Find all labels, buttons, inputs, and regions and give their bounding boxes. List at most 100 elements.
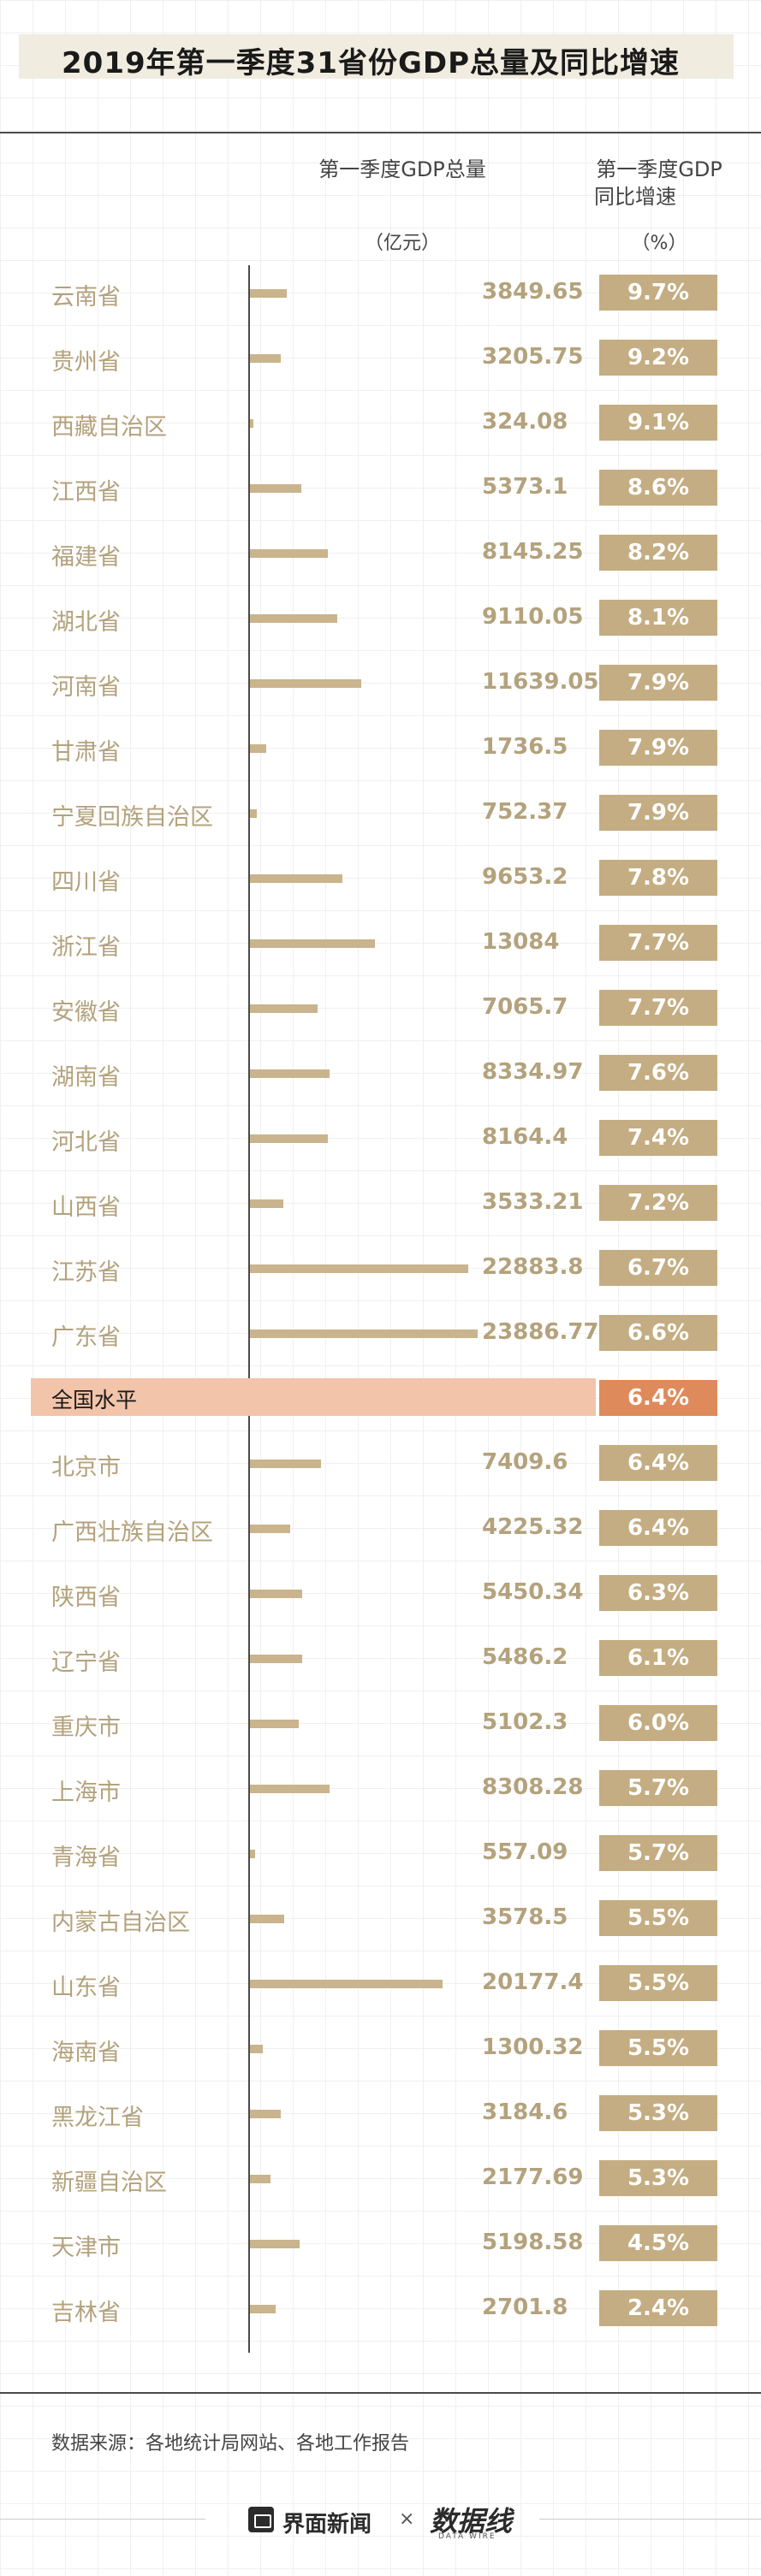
data-source-note: 数据来源：各地统计局网站、各地工作报告 — [51, 2433, 410, 2455]
gdp-value-label: 7409.6 — [482, 1449, 568, 1475]
gdp-bar — [250, 2045, 263, 2053]
region-label: 贵州省 — [51, 349, 121, 376]
growth-rate-badge: 6.6% — [599, 1315, 717, 1351]
gdp-bar — [250, 2305, 276, 2313]
rate-unit-label: （%） — [631, 233, 687, 254]
gdp-bar — [250, 1264, 469, 1273]
growth-rate-badge: 9.7% — [599, 275, 717, 311]
province-row: 天津市 5198.58 4.5% — [0, 2212, 761, 2277]
gdp-value-label: 3205.75 — [482, 344, 584, 370]
gdp-bar — [250, 1525, 291, 1533]
province-row: 甘肃省 1736.5 7.9% — [0, 716, 761, 781]
growth-rate-badge: 7.6% — [599, 1055, 717, 1091]
gdp-bar — [250, 1004, 318, 1013]
region-label: 云南省 — [51, 284, 121, 311]
gdp-value-label: 752.37 — [482, 799, 568, 825]
province-row: 河南省 11639.05 7.9% — [0, 651, 761, 716]
province-row: 广东省 23886.77 6.6% — [0, 1301, 761, 1366]
region-label: 吉林省 — [51, 2300, 121, 2326]
growth-rate-badge: 7.8% — [599, 860, 717, 896]
province-row: 吉林省 2701.8 2.4% — [0, 2277, 761, 2342]
region-label: 内蒙古自治区 — [51, 1910, 190, 1936]
datawire-logo: 数据线 — [430, 2505, 513, 2538]
region-label: 全国水平 — [51, 1388, 138, 1412]
region-label: 广东省 — [51, 1324, 121, 1351]
province-row: 陕西省 5450.34 6.3% — [0, 1561, 761, 1626]
region-label: 四川省 — [51, 869, 121, 896]
growth-rate-badge: 5.7% — [599, 1835, 717, 1871]
region-label: 海南省 — [51, 2040, 121, 2066]
gdp-value-label: 3533.21 — [482, 1189, 584, 1215]
province-row: 上海市 8308.28 5.7% — [0, 1756, 761, 1821]
growth-rate-badge: 5.7% — [599, 1770, 717, 1806]
gdp-bar — [250, 2110, 281, 2118]
bar-axis-line — [248, 265, 250, 2353]
gdp-bar — [250, 744, 267, 753]
province-row: 河北省 8164.4 7.4% — [0, 1106, 761, 1171]
gdp-bar — [250, 1785, 330, 1793]
region-label: 福建省 — [51, 544, 121, 571]
growth-rate-badge: 5.5% — [599, 2030, 717, 2066]
gdp-value-label: 1300.32 — [482, 2034, 584, 2060]
gdp-value-label: 11639.05 — [482, 669, 599, 695]
footer-separator: × — [399, 2508, 415, 2530]
bottom-rule — [0, 2392, 761, 2394]
growth-rate-badge: 7.9% — [599, 665, 717, 701]
growth-rate-badge: 7.9% — [599, 795, 717, 831]
region-label: 新疆自治区 — [51, 2170, 167, 2196]
gdp-value-label: 23886.77 — [482, 1319, 599, 1345]
growth-rate-badge: 7.4% — [599, 1120, 717, 1156]
province-row: 青海省 557.09 5.7% — [0, 1821, 761, 1886]
region-label: 河北省 — [51, 1129, 121, 1156]
growth-rate-badge: 2.4% — [599, 2290, 717, 2326]
gdp-bar — [250, 2175, 271, 2183]
growth-rate-badge: 7.2% — [599, 1185, 717, 1221]
region-label: 上海市 — [51, 1780, 121, 1806]
province-row: 重庆市 5102.3 6.0% — [0, 1691, 761, 1756]
region-label: 江苏省 — [51, 1259, 121, 1286]
gdp-value-label: 8308.28 — [482, 1774, 584, 1800]
gdp-unit-label: （亿元） — [364, 233, 440, 254]
gdp-column-header: 第一季度GDP总量 — [318, 157, 486, 181]
growth-rate-badge: 5.3% — [599, 2160, 717, 2196]
growth-rate-badge: 6.7% — [599, 1250, 717, 1286]
province-row: 宁夏回族自治区 752.37 7.9% — [0, 781, 761, 846]
gdp-value-label: 8164.4 — [482, 1124, 568, 1150]
region-label: 江西省 — [51, 479, 121, 506]
province-row: 江苏省 22883.8 6.7% — [0, 1236, 761, 1301]
gdp-bar — [250, 1329, 479, 1338]
gdp-bar — [250, 1720, 299, 1728]
region-label: 安徽省 — [51, 999, 121, 1026]
gdp-bar — [250, 1069, 330, 1078]
gdp-value-label: 3184.6 — [482, 2099, 568, 2125]
province-row: 北京市 7409.6 6.4% — [0, 1431, 761, 1496]
gdp-value-label: 5102.3 — [482, 1709, 568, 1735]
gdp-bar — [250, 354, 281, 363]
growth-rate-badge: 9.1% — [599, 405, 717, 441]
gdp-bar — [250, 1915, 284, 1923]
growth-rate-badge: 5.5% — [599, 1965, 717, 2001]
growth-rate-badge: 6.4% — [599, 1380, 717, 1416]
province-row: 安徽省 7065.7 7.7% — [0, 976, 761, 1041]
region-label: 甘肃省 — [51, 739, 121, 766]
province-row: 黑龙江省 3184.6 5.3% — [0, 2082, 761, 2147]
growth-rate-badge: 6.4% — [599, 1445, 717, 1481]
gdp-value-label: 5486.2 — [482, 1644, 568, 1670]
province-row: 云南省 3849.65 9.7% — [0, 261, 761, 326]
province-row: 湖南省 8334.97 7.6% — [0, 1041, 761, 1106]
gdp-value-label: 8334.97 — [482, 1059, 584, 1085]
province-row: 新疆自治区 2177.69 5.3% — [0, 2147, 761, 2212]
national-average-row: 全国水平 6.4% — [0, 1366, 761, 1431]
province-row: 浙江省 13084 7.7% — [0, 911, 761, 976]
province-row: 山西省 3533.21 7.2% — [0, 1171, 761, 1236]
region-label: 山西省 — [51, 1194, 121, 1221]
gdp-bar — [250, 614, 337, 623]
growth-rate-badge: 7.9% — [599, 730, 717, 766]
growth-rate-badge: 7.7% — [599, 990, 717, 1026]
growth-rate-badge: 4.5% — [599, 2225, 717, 2261]
gdp-value-label: 7065.7 — [482, 994, 568, 1020]
region-label: 宁夏回族自治区 — [51, 804, 213, 831]
gdp-value-label: 22883.8 — [482, 1254, 584, 1280]
gdp-bar — [250, 419, 253, 428]
gdp-bar — [250, 1134, 329, 1143]
